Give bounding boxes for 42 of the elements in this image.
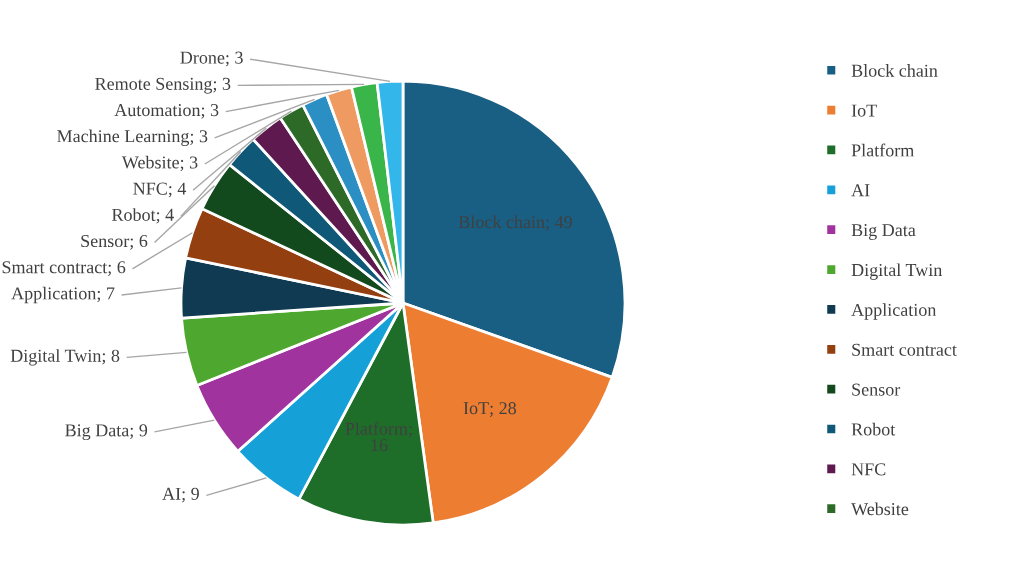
data-label: ; 9 [130, 424, 148, 439]
data-label: ; 49 [545, 216, 572, 231]
slice-label: Remote Sensing [95, 77, 213, 94]
data-label: ; 8 [102, 349, 120, 365]
slice-label: Block chain [458, 215, 545, 229]
slice-label: Automation [114, 104, 201, 117]
slice-label: Drone [180, 51, 225, 64]
legend-label: IoT [851, 104, 877, 117]
data-label: ; 9 [182, 487, 199, 503]
slice-label: Smart contract [2, 261, 108, 274]
data-label: ; 3 [213, 77, 231, 93]
data-label: ; 3 [201, 104, 219, 119]
data-label: ; 4 [156, 208, 174, 224]
slice-label: Application [11, 286, 97, 304]
data-label: ; 28 [490, 402, 516, 417]
data-label: ; 6 [130, 234, 148, 250]
data-label: ; 3 [180, 156, 198, 172]
slice-label: Robot [111, 208, 156, 221]
legend-label: Sensor [852, 383, 901, 396]
data-label: ; 7 [97, 287, 115, 303]
slice-label: Sensor [81, 234, 130, 248]
legend-label: Platform [851, 143, 915, 157]
slice-label: Big Data [65, 424, 130, 441]
data-label: ; 3 [190, 130, 208, 145]
slice-label: Digital Twin [10, 349, 102, 366]
slice-label: Website [121, 155, 179, 169]
data-label: ; 4 [168, 182, 187, 198]
legend-label: Digital Twin [851, 263, 943, 280]
legend-label: Big Data [851, 224, 916, 240]
legend-label: Robot [851, 422, 896, 436]
slice-label: Machine Learning [57, 129, 190, 147]
slice-label: IoT [463, 402, 489, 415]
data-label: ; 3 [225, 51, 243, 67]
legend-label: Smart contract [852, 343, 957, 356]
legend-label: AI [851, 184, 870, 197]
legend-label: Application [851, 303, 937, 320]
data-label: ; 6 [108, 261, 126, 276]
legend-label: NFC [851, 463, 886, 476]
legend-label: Block chain [851, 64, 938, 77]
legend-label: Website [851, 502, 909, 516]
slice-label: AI [162, 487, 181, 500]
slice-label: NFC [133, 182, 167, 195]
